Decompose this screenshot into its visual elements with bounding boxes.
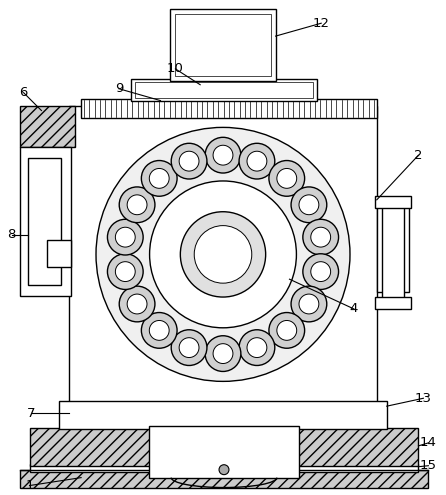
Circle shape <box>179 151 199 171</box>
Circle shape <box>247 151 267 171</box>
Text: 6: 6 <box>19 86 28 99</box>
Bar <box>375 196 410 208</box>
Circle shape <box>213 344 233 363</box>
Circle shape <box>205 137 241 173</box>
Circle shape <box>247 338 267 357</box>
Text: 2: 2 <box>414 148 423 162</box>
Circle shape <box>194 226 252 283</box>
Circle shape <box>219 465 229 475</box>
Text: 7: 7 <box>27 406 36 420</box>
Text: 10: 10 <box>167 62 184 75</box>
Bar <box>175 14 271 76</box>
Bar <box>59 401 387 429</box>
Text: 13: 13 <box>415 392 432 405</box>
Circle shape <box>127 294 147 314</box>
Text: 8: 8 <box>8 228 16 241</box>
Circle shape <box>291 286 327 322</box>
Circle shape <box>171 330 207 365</box>
Circle shape <box>107 219 143 255</box>
Bar <box>135 82 313 98</box>
Circle shape <box>141 160 177 196</box>
Circle shape <box>269 160 305 196</box>
Bar <box>28 158 61 285</box>
Text: 15: 15 <box>420 459 437 472</box>
Circle shape <box>96 127 350 381</box>
Circle shape <box>179 338 199 357</box>
Bar <box>375 297 410 309</box>
Bar <box>20 147 71 296</box>
Text: 14: 14 <box>420 437 437 449</box>
Circle shape <box>291 187 327 223</box>
Circle shape <box>311 262 330 282</box>
Bar <box>81 99 377 118</box>
Bar <box>29 464 418 472</box>
Circle shape <box>127 195 147 215</box>
Bar <box>170 9 276 81</box>
Bar <box>382 198 404 299</box>
Circle shape <box>269 312 305 348</box>
Circle shape <box>213 145 233 165</box>
Circle shape <box>107 254 143 290</box>
Text: 9: 9 <box>115 82 123 95</box>
Bar <box>131 79 317 100</box>
Circle shape <box>116 227 135 247</box>
Circle shape <box>119 286 155 322</box>
Circle shape <box>303 219 339 255</box>
Bar <box>149 426 299 478</box>
Circle shape <box>149 320 169 340</box>
Bar <box>69 105 377 403</box>
Circle shape <box>277 320 297 340</box>
Circle shape <box>180 212 266 297</box>
Bar <box>377 205 409 292</box>
Circle shape <box>311 227 330 247</box>
Text: 1: 1 <box>25 479 34 492</box>
Bar <box>47 240 71 267</box>
Circle shape <box>116 262 135 282</box>
Circle shape <box>299 195 319 215</box>
Circle shape <box>171 143 207 179</box>
Circle shape <box>299 294 319 314</box>
Bar <box>20 470 428 488</box>
Circle shape <box>239 330 275 365</box>
Bar <box>29 428 418 466</box>
Bar <box>20 105 75 147</box>
Circle shape <box>141 312 177 348</box>
Circle shape <box>205 336 241 371</box>
Text: 12: 12 <box>313 17 330 30</box>
Circle shape <box>277 168 297 188</box>
Text: 4: 4 <box>350 302 358 315</box>
Circle shape <box>303 254 339 290</box>
Circle shape <box>119 187 155 223</box>
Circle shape <box>239 143 275 179</box>
Circle shape <box>149 181 297 328</box>
Circle shape <box>149 168 169 188</box>
